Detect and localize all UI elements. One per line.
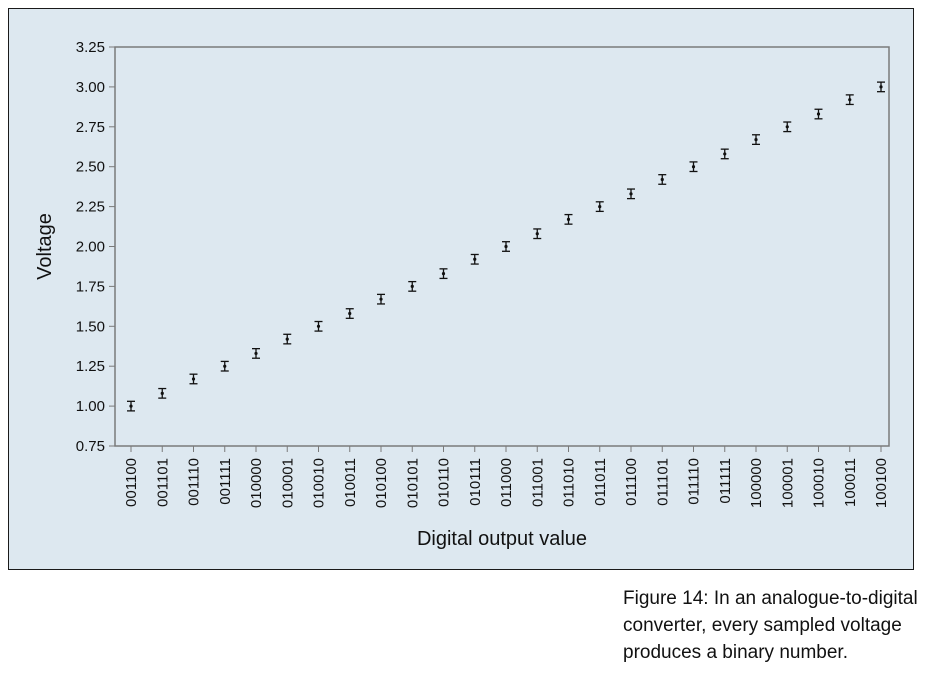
x-tick-label: 011000 [498,458,515,507]
data-point [595,201,604,213]
point-marker [285,337,289,341]
point-marker [660,177,664,182]
data-point [627,188,635,200]
x-tick-label: 001101 [154,458,171,507]
data-point [220,360,229,372]
point-marker [254,351,258,356]
x-tick-label: 011101 [654,458,671,506]
y-tick-label: 3.00 [76,79,105,96]
x-tick-label: 011110 [686,458,703,505]
x-tick-label: 001100 [123,458,140,507]
x-tick-label: 010110 [436,458,453,507]
point-marker [129,404,133,408]
point-marker [535,232,539,236]
x-tick-label: 011111 [717,458,734,504]
y-tick-label: 2.50 [76,159,105,176]
x-tick-label: 001111 [217,458,234,505]
point-marker [723,152,727,156]
y-tick-label: 1.25 [76,358,105,375]
x-tick-label: 100010 [811,458,828,508]
y-tick-label: 1.75 [76,278,105,295]
point-marker [816,112,821,116]
y-axis-ticks: 0.75 1.00 1.25 1.50 1.75 2.00 2.25 2.50 2.75 3.00… [76,39,115,455]
data-point [439,268,448,280]
data-point [658,174,667,185]
data-point [345,308,354,319]
y-tick-label: 2.00 [76,239,105,256]
x-tick-label: 010011 [342,458,359,507]
x-axis-title: Digital output value [417,528,587,550]
point-marker [223,364,227,368]
data-point [377,293,385,305]
point-marker [473,257,477,261]
data-point [314,320,323,332]
y-axis-title: Voltage [34,213,56,280]
point-marker [848,98,852,102]
point-marker [316,324,321,328]
data-point [814,108,823,120]
chart-svg: 0.75 1.00 1.25 1.50 1.75 2.00 2.25 2.50 2.75 3.00… [34,39,890,550]
caption-line: produces a binary number. [623,642,848,663]
data-point [783,121,792,133]
x-tick-label: 010100 [373,458,390,508]
point-marker [504,244,508,249]
chart-panel: 0.75 1.00 1.25 1.50 1.75 2.00 2.25 2.50 2.75 3.00… [8,8,914,570]
data-point [127,400,135,412]
data-point [470,253,479,265]
point-marker [785,125,789,129]
y-tick-label: 2.75 [76,119,105,136]
data-point [533,228,542,240]
data-point [158,387,167,399]
x-tick-label: 010001 [279,458,296,508]
data-point [189,373,198,385]
point-marker [598,205,602,209]
x-tick-label: 010101 [404,458,421,508]
y-tick-label: 2.25 [76,199,105,216]
y-tick-label: 1.00 [76,398,105,415]
data-point [845,94,854,106]
x-tick-label: 011010 [561,458,578,507]
point-marker [879,85,883,89]
data-point [689,161,698,173]
data-point [877,81,885,93]
data-points [127,81,885,412]
x-tick-label: 100000 [748,458,765,508]
y-tick-label: 3.25 [76,39,105,56]
data-point [283,333,292,345]
data-point [752,134,760,146]
x-tick-label: 001110 [186,458,203,506]
caption-line: converter, every sampled voltage [623,615,902,636]
y-tick-label: 1.50 [76,318,105,335]
x-tick-label: 010111 [467,458,484,506]
data-point [720,148,729,160]
figure-caption: Figure 14: In an analogue-to-digital con… [623,585,919,666]
data-point [408,280,417,292]
data-point [502,241,510,252]
x-tick-label: 011001 [529,458,546,507]
point-marker [191,377,196,381]
plot-area [114,46,890,447]
point-marker [691,165,696,169]
x-tick-label: 010010 [311,458,328,508]
point-marker [379,297,383,301]
x-axis-ticks: 001100 001101 001110 001111 010000 010001 0100… [123,446,890,508]
y-tick-label: 0.75 [76,438,105,455]
point-marker [348,311,352,316]
data-point [252,347,260,359]
data-point [564,213,573,225]
point-marker [629,192,633,196]
x-tick-label: 100100 [873,458,890,508]
caption-line: Figure 14: In an analogue-to-digital [623,588,918,609]
point-marker [410,284,414,288]
point-marker [566,217,571,221]
point-marker [441,272,446,276]
x-tick-label: 100001 [779,458,796,508]
point-marker [754,137,758,142]
x-tick-label: 011100 [623,458,640,506]
x-tick-label: 100011 [842,458,859,507]
x-tick-label: 011011 [592,458,609,506]
point-marker [160,391,164,395]
x-tick-label: 010000 [248,458,265,508]
